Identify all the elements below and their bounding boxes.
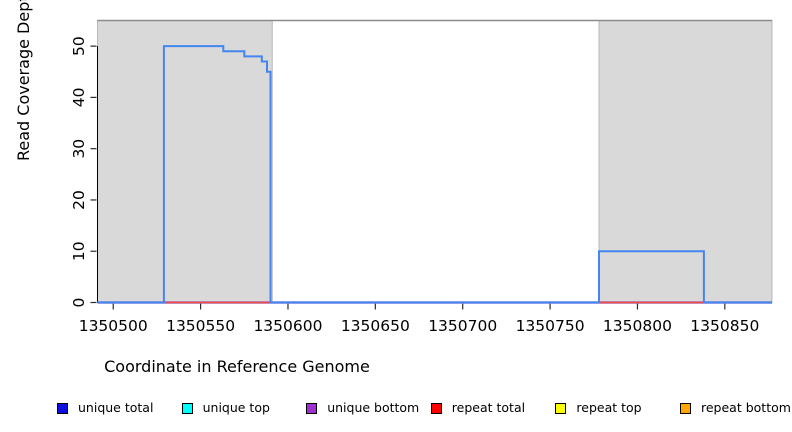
legend-label: unique bottom xyxy=(327,400,420,415)
x-tick-label: 1350600 xyxy=(253,317,322,335)
y-tick-label: 50 xyxy=(70,36,88,56)
legend-label: repeat top xyxy=(576,400,642,415)
legend-label: unique total xyxy=(78,400,154,415)
legend-item-unique-bottom: unique bottom xyxy=(306,400,419,416)
legend-swatch-repeat-top xyxy=(555,402,567,414)
y-tick-label: 10 xyxy=(70,241,88,261)
x-axis-title: Coordinate in Reference Genome xyxy=(0,357,792,376)
y-tick-label: 0 xyxy=(70,298,88,308)
legend-item-repeat-total: repeat total xyxy=(430,400,526,416)
x-tick-label: 1350550 xyxy=(166,317,235,335)
right-shaded-region xyxy=(598,20,773,303)
y-tick-label: 30 xyxy=(70,139,88,159)
y-tick-label: 40 xyxy=(70,88,88,108)
legend-item-repeat-top: repeat top xyxy=(555,400,642,416)
x-tick-label: 1350650 xyxy=(341,317,410,335)
left-shaded-region xyxy=(97,20,273,303)
legend-item-unique-top: unique top xyxy=(181,400,270,416)
x-tick-label: 1350700 xyxy=(428,317,497,335)
x-axis-title-text: Coordinate in Reference Genome xyxy=(104,357,370,376)
legend-swatch-unique-top xyxy=(181,402,193,414)
legend-label: unique top xyxy=(202,400,270,415)
legend-item-repeat-bottom: repeat bottom xyxy=(680,400,791,416)
x-tick-label: 1350750 xyxy=(516,317,585,335)
x-tick-label: 1350850 xyxy=(690,317,759,335)
legend-item-unique-total: unique total xyxy=(57,400,153,416)
legend-label: repeat bottom xyxy=(701,400,791,415)
legend-swatch-repeat-total xyxy=(430,402,442,414)
legend-label: repeat total xyxy=(451,400,526,415)
x-tick-label: 1350500 xyxy=(79,317,148,335)
series-unique-total xyxy=(97,45,772,304)
legend-swatch-repeat-bottom xyxy=(680,402,691,414)
legend: unique total unique top unique bottom repea… xyxy=(0,400,792,418)
legend-swatch-unique-total xyxy=(57,402,68,414)
y-tick-label: 20 xyxy=(70,190,88,210)
x-tick-label: 1350800 xyxy=(603,317,672,335)
legend-swatch-unique-bottom xyxy=(306,402,318,414)
